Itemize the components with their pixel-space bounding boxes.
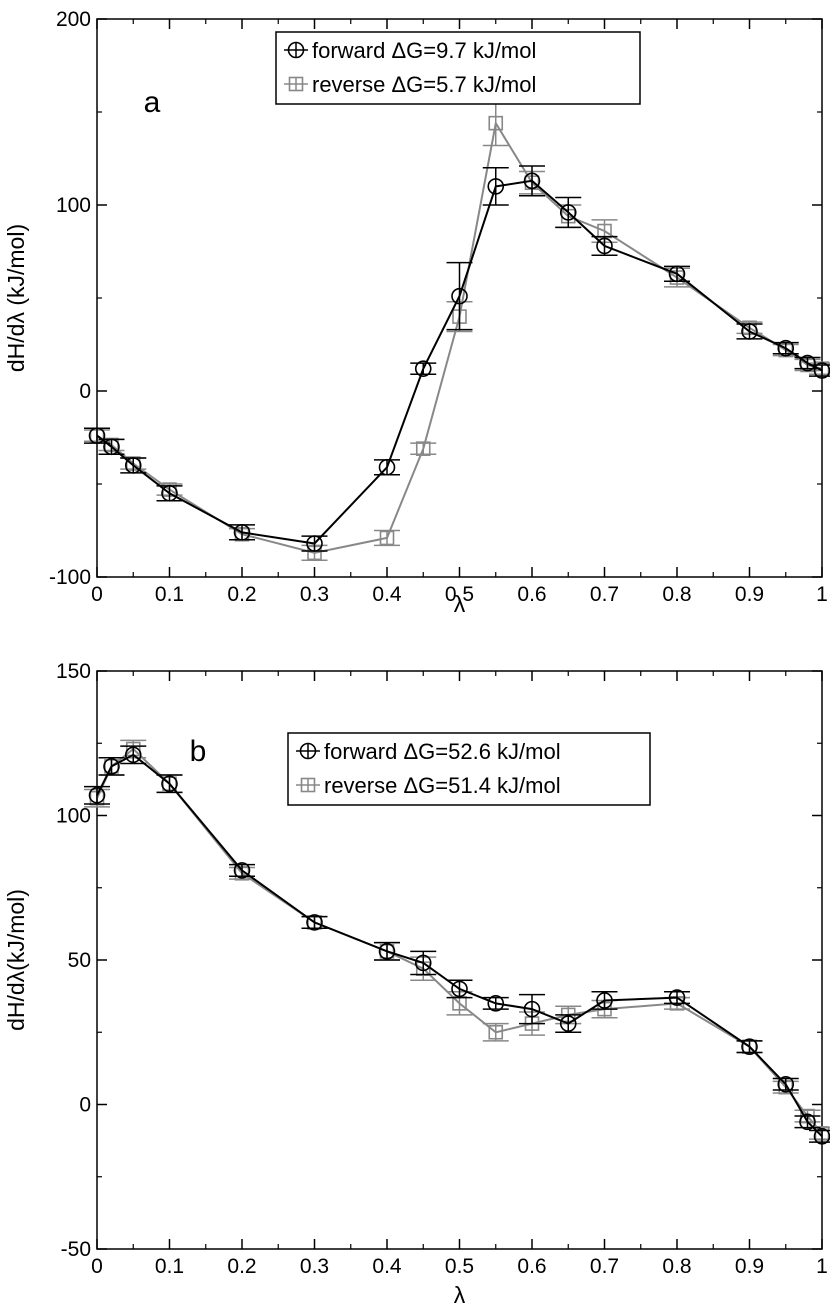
data-point-circle [487,178,505,195]
data-point-circle [668,989,686,1006]
data-point-circle [596,992,613,1009]
x-tick-label: 0.8 [662,1255,691,1278]
data-point-circle [378,943,396,960]
data-point-circle [161,484,178,502]
y-tick-label: 150 [56,660,91,683]
data-point-circle [523,1000,541,1018]
panel-b-chart: 0 0.1 0.2 0.3 0.4 0.5 0.6 0.7 0.8 0.9 1-5005010015… [3,660,830,1308]
legend-marker-circle [287,41,305,59]
x-tick-label: 0.7 [590,583,619,606]
data-point-circle [88,786,106,804]
legend-label: reverse ΔG=51.4 kJ/mol [324,773,561,798]
data-point-circle [668,265,686,283]
series-reverse [84,100,830,562]
data-point-circle [103,438,120,456]
legend-label: reverse ΔG=5.7 kJ/mol [312,72,536,97]
y-tick-label: 100 [56,805,91,828]
data-point-circle [799,354,816,372]
x-tick-label: 0.2 [227,1255,256,1278]
x-axis-label: λ [454,1282,466,1308]
data-point-square [488,115,504,131]
data-point-circle [414,360,432,377]
data-point-circle [233,524,251,541]
x-tick-label: 0.1 [155,583,184,606]
x-tick-label: 0.4 [372,1255,402,1278]
legend-marker-square [288,76,304,92]
data-point-circle [161,775,178,793]
data-point-circle [88,427,106,444]
x-tick-label: 0.4 [372,583,402,606]
series-forward [84,165,830,552]
legend-label: forward ΔG=9.7 kJ/mol [312,38,536,63]
x-tick-label: 0.9 [735,1255,764,1278]
data-point-circle [559,204,577,221]
x-tick-label: 0.1 [155,1255,184,1278]
data-point-square [379,530,395,546]
y-axis-label: dH/dλ (kJ/mol) [3,224,29,372]
data-point-square [488,1024,504,1040]
x-tick-label: 0.6 [517,583,546,606]
x-tick-label: 0.6 [517,1255,546,1278]
legend-label: forward ΔG=52.6 kJ/mol [324,739,561,764]
panel-letter: b [190,735,207,768]
x-tick-label: 0.3 [300,583,329,606]
data-point-square [415,441,431,456]
y-tick-label: -100 [49,566,91,589]
y-tick-label: 200 [56,8,91,31]
x-tick-label: 0.2 [227,583,256,606]
data-point-circle [124,746,142,764]
data-point-circle [741,1038,758,1055]
x-tick-label: 0.9 [735,583,764,606]
panel-a-chart: 0 0.1 0.2 0.3 0.4 0.5 0.6 0.7 0.8 0.9 1-1000100200… [3,8,830,617]
series-line [96,753,823,1138]
data-point-circle [378,458,396,476]
data-point-circle [414,954,432,972]
x-tick-label: 0.8 [662,583,691,606]
data-point-circle [559,1015,577,1032]
data-point-circle [103,758,120,775]
data-point-circle [523,172,541,190]
series-line [96,179,823,545]
data-point-circle [799,1113,816,1131]
series-forward [84,745,830,1145]
panel-letter: a [144,86,161,119]
data-point-circle [777,339,795,357]
data-point-circle [306,914,323,931]
x-tick-label: 1 [816,1255,828,1278]
data-point-circle [451,980,468,998]
y-tick-label: 0 [79,380,91,403]
data-point-circle [741,323,758,340]
y-tick-label: 100 [56,194,91,217]
series-line [96,747,823,1135]
legend-marker-square [300,777,316,793]
legend: forward ΔG=52.6 kJ/mol reverse ΔG=51.4 kJ… [287,732,651,806]
data-point-circle [596,237,613,255]
legend-box [287,732,651,806]
data-point-circle [451,287,468,305]
x-tick-label: 0.7 [590,1255,619,1278]
x-tick-label: 0 [91,583,103,606]
series-line [96,120,823,554]
x-tick-label: 0 [91,1255,103,1278]
y-tick-label: 0 [79,1094,91,1117]
data-point-circle [124,457,142,474]
x-tick-label: 0.5 [445,1255,474,1278]
x-tick-label: 1 [816,583,828,606]
x-tick-label: 0.3 [300,1255,329,1278]
data-point-circle [777,1075,795,1093]
legend-box [275,31,641,105]
data-point-circle [487,995,505,1012]
data-point-circle [233,862,251,879]
data-point-circle [306,535,323,552]
y-tick-label: -50 [61,1238,91,1261]
y-axis-label: dH/dλ(kJ/mol) [3,889,29,1031]
x-axis-label: λ [454,591,466,617]
legend: forward ΔG=9.7 kJ/mol reverse ΔG=5.7 kJ/m… [275,31,641,105]
y-tick-label: 50 [68,949,91,972]
legend-marker-circle [299,742,317,760]
x-tick-label: 0.5 [445,583,474,606]
